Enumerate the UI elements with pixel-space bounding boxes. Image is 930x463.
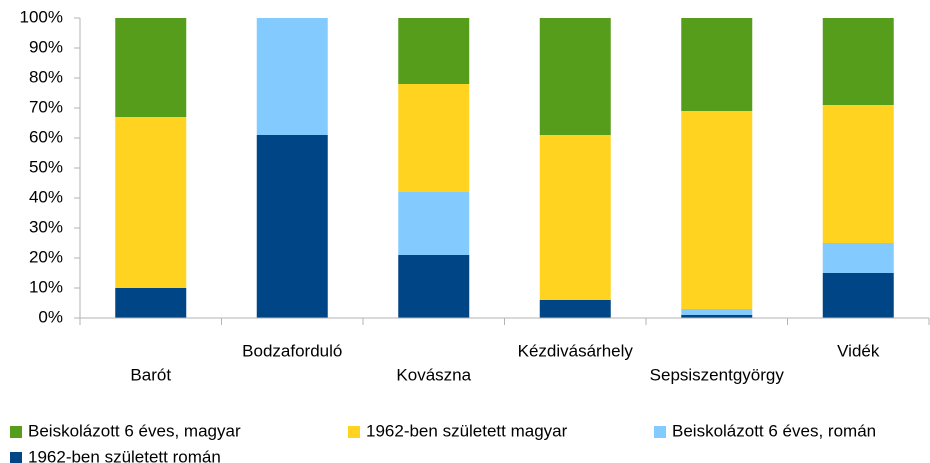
bar-segment [539, 18, 611, 135]
legend-swatch [348, 426, 360, 438]
bar-segment [822, 243, 894, 273]
bar-segment [398, 192, 470, 255]
bar-segment [681, 309, 753, 315]
bar-segment [115, 18, 187, 117]
bar-segment [256, 18, 328, 135]
y-tick-label: 40% [29, 187, 63, 206]
y-tick-label: 60% [29, 127, 63, 146]
legend-label: 1962-ben született román [28, 447, 221, 463]
y-tick-label: 0% [38, 307, 63, 326]
bar-segment [822, 105, 894, 243]
x-tick-label: Kovászna [396, 365, 471, 384]
y-tick-label: 20% [29, 247, 63, 266]
legend-label: 1962-ben született magyar [366, 421, 568, 440]
y-tick-label: 30% [29, 217, 63, 236]
legend-label: Beiskolázott 6 éves, román [672, 421, 876, 440]
bar-segment [398, 84, 470, 192]
x-tick-label: Barót [130, 365, 171, 384]
y-tick-label: 80% [29, 67, 63, 86]
bar-segment [398, 255, 470, 318]
y-tick-label: 90% [29, 37, 63, 56]
bar-segment [539, 300, 611, 318]
bar-segment [256, 135, 328, 318]
legend-swatch [654, 426, 666, 438]
bar-segment [539, 135, 611, 300]
x-tick-label: Kézdivásárhely [518, 341, 634, 360]
bar-segment [822, 273, 894, 318]
bar-segment [681, 315, 753, 318]
bar-segment [681, 111, 753, 309]
y-tick-label: 70% [29, 97, 63, 116]
bar-segment [822, 18, 894, 105]
legend-label: Beiskolázott 6 éves, magyar [28, 421, 241, 440]
x-tick-label: Bodzaforduló [242, 341, 342, 360]
legend-swatch [10, 452, 22, 463]
bar-segment [115, 288, 187, 318]
x-tick-label: Vidék [837, 341, 880, 360]
x-tick-label: Sepsiszentgyörgy [650, 365, 785, 384]
y-tick-label: 50% [29, 157, 63, 176]
bar-segment [115, 117, 187, 288]
y-tick-label: 10% [29, 277, 63, 296]
bar-segment [398, 18, 470, 84]
bar-segment [681, 18, 753, 111]
y-tick-label: 100% [20, 7, 63, 26]
legend-swatch [10, 426, 22, 438]
